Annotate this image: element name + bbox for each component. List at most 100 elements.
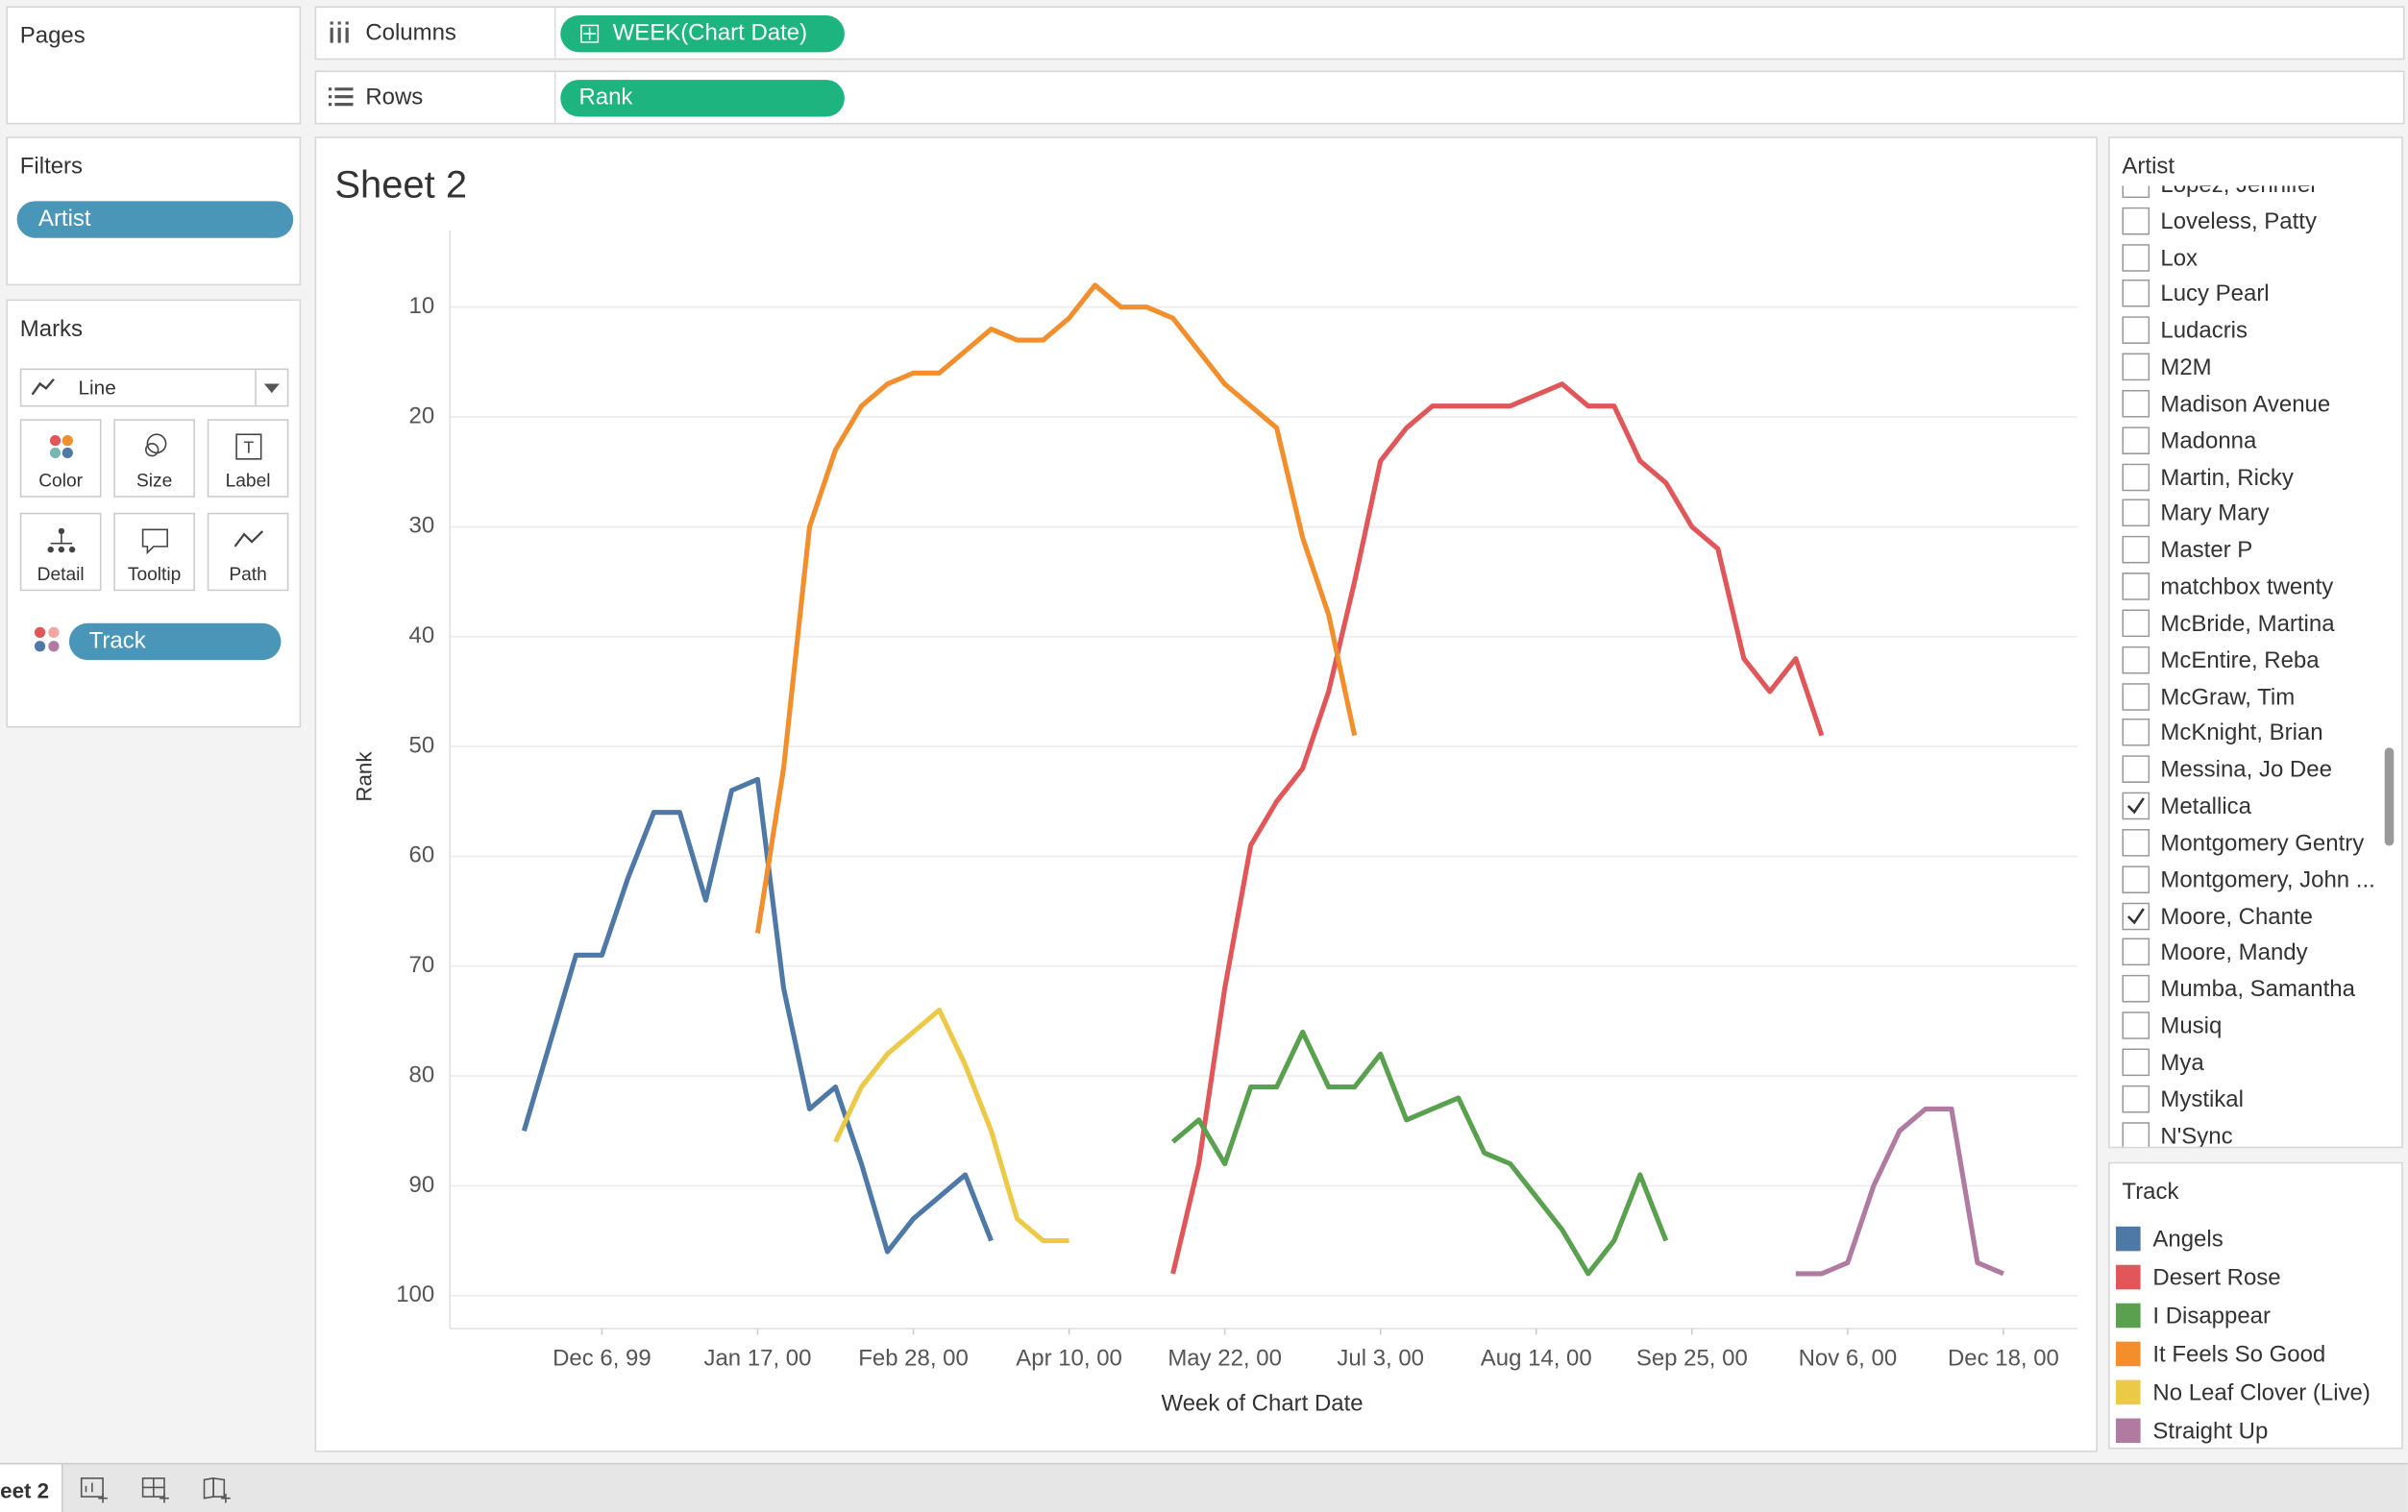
legend-label: No Leaf Clover (Live)	[2152, 1379, 2371, 1406]
artist-item[interactable]: McKnight, Brian	[2110, 716, 2383, 749]
artist-filter: Artist Lopez, Jennifer Loveless, Patty Lox…	[2108, 136, 2403, 1149]
artist-item[interactable]: Montgomery Gentry	[2110, 826, 2383, 860]
divider	[553, 7, 556, 59]
x-tick-label: Jan 17, 00	[703, 1345, 811, 1371]
artist-item[interactable]: McBride, Martina	[2110, 606, 2383, 640]
mark-card[interactable]: Path	[207, 512, 289, 592]
artist-name: Messina, Jo Dee	[2160, 757, 2332, 784]
artist-name: Lopez, Jennifer	[2160, 185, 2318, 198]
mark-card[interactable]: Color	[19, 419, 102, 498]
artist-item[interactable]: McEntire, Reba	[2110, 643, 2383, 676]
checkbox[interactable]	[2122, 682, 2150, 711]
artist-item[interactable]: Moore, Mandy	[2110, 936, 2383, 969]
checkbox[interactable]	[2122, 1085, 2150, 1113]
artist-item[interactable]: Musiq	[2110, 1009, 2383, 1042]
checkbox[interactable]	[2122, 792, 2150, 820]
checkbox[interactable]	[2122, 975, 2150, 1003]
legend-entry: Angels	[2116, 1225, 2393, 1256]
scrollbar[interactable]	[2384, 747, 2395, 846]
checkbox[interactable]	[2122, 536, 2150, 564]
color-icon	[34, 626, 60, 652]
checkbox[interactable]	[2122, 1048, 2150, 1077]
artist-item[interactable]: M2M	[2110, 351, 2383, 384]
artist-item[interactable]: Master P	[2110, 533, 2383, 567]
artist-item[interactable]: Metallica	[2110, 790, 2383, 823]
checkbox[interactable]	[2122, 185, 2150, 199]
tab-label: Sheet 2	[0, 1477, 50, 1503]
columns-shelf[interactable]: Columns WEEK(Chart Date)	[314, 6, 2405, 61]
checkbox[interactable]	[2122, 939, 2150, 966]
artist-item[interactable]: Lox	[2110, 240, 2383, 274]
checkbox[interactable]	[2122, 865, 2150, 893]
artist-item[interactable]: N'Sync	[2110, 1118, 2383, 1147]
mark-card[interactable]: Detail	[19, 512, 102, 592]
artist-item[interactable]: Montgomery, John ...	[2110, 863, 2383, 896]
x-tick-label: Dec 18, 00	[1948, 1345, 2059, 1371]
checkbox[interactable]	[2122, 426, 2150, 454]
filter-pill[interactable]: Artist	[16, 201, 294, 238]
x-tick-label: Nov 6, 00	[1799, 1345, 1898, 1371]
artist-item[interactable]: Loveless, Patty	[2110, 204, 2383, 237]
checkbox[interactable]	[2122, 646, 2150, 674]
artist-item[interactable]: Messina, Jo Dee	[2110, 752, 2383, 786]
artist-name: Moore, Chante	[2160, 903, 2313, 930]
artist-item[interactable]: Mystikal	[2110, 1082, 2383, 1115]
checkbox[interactable]	[2122, 280, 2150, 308]
rows-shelf[interactable]: Rows Rank	[314, 70, 2405, 125]
checkbox[interactable]	[2122, 462, 2150, 491]
columns-icon	[330, 21, 349, 43]
sheet-tab[interactable]: Sheet 2	[0, 1464, 63, 1512]
y-tick-label: 50	[409, 732, 435, 758]
checkbox[interactable]	[2122, 207, 2150, 235]
artist-item[interactable]: McGraw, Tim	[2110, 679, 2383, 713]
artist-item[interactable]: Martin, Ricky	[2110, 460, 2383, 494]
artist-item[interactable]: Ludacris	[2110, 313, 2383, 347]
checkbox-box	[2122, 573, 2150, 601]
artist-item[interactable]: Madison Avenue	[2110, 387, 2383, 421]
mark-card[interactable]: T Label	[207, 419, 289, 498]
card-label: Size	[135, 469, 173, 492]
y-tick-label: 30	[409, 513, 435, 539]
artist-name: McEntire, Reba	[2160, 647, 2320, 674]
mark-type-dropdown[interactable]: Line	[19, 368, 289, 407]
line-icon	[31, 378, 55, 396]
checkbox[interactable]	[2122, 901, 2150, 930]
checkbox[interactable]	[2122, 353, 2150, 381]
expand-icon	[580, 24, 600, 43]
checkbox[interactable]	[2122, 243, 2150, 272]
artist-list: Lopez, Jennifer Loveless, Patty Lox Lucy Pe…	[2110, 185, 2383, 1147]
card-icon	[141, 528, 168, 555]
track-pill[interactable]: Track	[68, 622, 282, 661]
checkbox[interactable]	[2122, 1121, 2150, 1147]
checkbox[interactable]	[2122, 573, 2150, 601]
track-legend: Track Angels Desert Rose I Disappear It Fee…	[2108, 1161, 2403, 1450]
artist-item[interactable]: Lucy Pearl	[2110, 277, 2383, 310]
artist-item[interactable]: Mary Mary	[2110, 497, 2383, 530]
series-line	[1795, 1106, 2004, 1277]
checkbox[interactable]	[2122, 755, 2150, 784]
artist-item[interactable]: Mumba, Samantha	[2110, 972, 2383, 1006]
checkbox[interactable]	[2122, 828, 2150, 857]
artist-item[interactable]: Madonna	[2110, 424, 2383, 457]
artist-item[interactable]: Lopez, Jennifer	[2110, 185, 2383, 201]
checkbox[interactable]	[2122, 500, 2150, 527]
legend-label: Desert Rose	[2152, 1264, 2281, 1291]
artist-item[interactable]: Moore, Chante	[2110, 899, 2383, 933]
artist-item[interactable]: Mya	[2110, 1045, 2383, 1079]
new-sheet-icons[interactable]	[80, 1476, 249, 1504]
checkbox[interactable]	[2122, 389, 2150, 418]
card-icon	[233, 530, 264, 548]
artist-item[interactable]: matchbox twenty	[2110, 570, 2383, 603]
checkbox[interactable]	[2122, 316, 2150, 345]
checkbox[interactable]	[2122, 609, 2150, 638]
y-tick-label: 100	[396, 1281, 434, 1307]
rows-pill[interactable]: Rank	[560, 80, 845, 117]
columns-pill[interactable]: WEEK(Chart Date)	[560, 14, 845, 53]
mark-card[interactable]: Size	[113, 419, 195, 498]
artist-filter-title: Artist	[2122, 153, 2175, 180]
mark-card[interactable]: Tooltip	[113, 512, 195, 592]
checkbox[interactable]	[2122, 719, 2150, 747]
checkbox[interactable]	[2122, 1012, 2150, 1039]
